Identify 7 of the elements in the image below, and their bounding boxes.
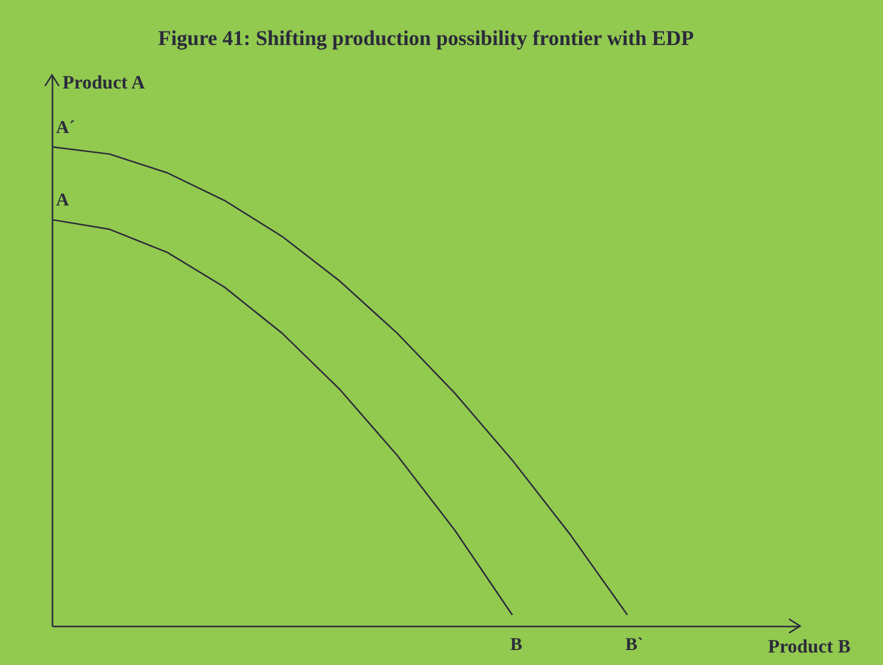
annotation: A (56, 190, 69, 210)
x-axis-title: Product B (768, 636, 851, 658)
y-axis-title: Product A (62, 72, 146, 94)
text: B (510, 634, 522, 654)
text: B` (625, 634, 644, 654)
text: A´ (56, 116, 75, 137)
chart-title: Figure 41: Shifting production possibility frontier with EDP (158, 26, 694, 50)
